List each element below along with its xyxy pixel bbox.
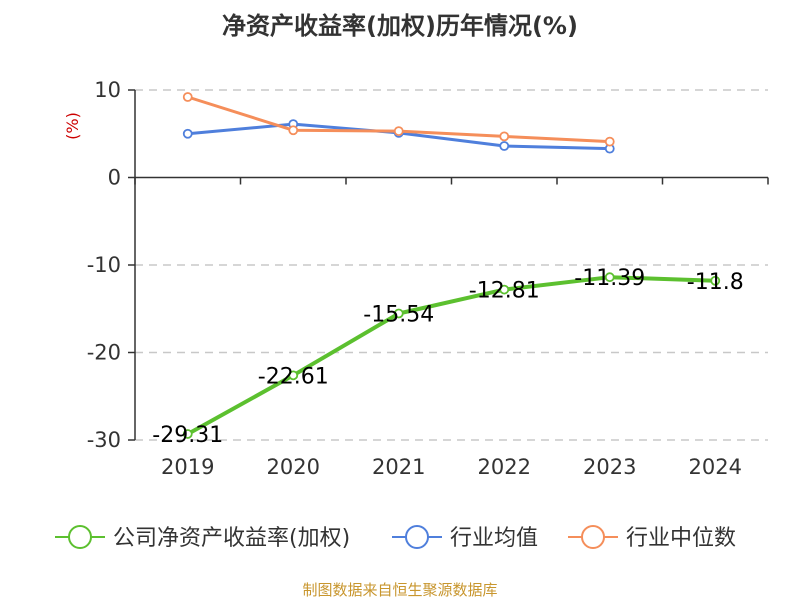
series-0-point-2022 xyxy=(499,284,510,295)
y-tick-label: -10 xyxy=(87,253,121,277)
data-label-2019: -29.31 xyxy=(152,423,223,448)
grid-lines xyxy=(135,89,768,441)
x-tick-label-2023: 2023 xyxy=(583,455,636,479)
x-tick-label-2019: 2019 xyxy=(161,455,214,479)
x-tick-label-2020: 2020 xyxy=(267,455,320,479)
series-0-point-2024 xyxy=(710,275,721,286)
data-label-2020: -22.61 xyxy=(258,364,329,389)
legend-swatch-marker-2 xyxy=(581,525,605,549)
series-2-point-2022 xyxy=(499,131,510,142)
data-label-2024: -11.8 xyxy=(687,270,744,295)
series-2-point-2023 xyxy=(604,136,615,147)
source-note: 制图数据来自恒生聚源数据库 xyxy=(302,581,497,599)
data-label-2021: -15.54 xyxy=(363,302,434,327)
data-labels: -29.31 -22.61 -15.54 -12.81 -11.39 -11.8 xyxy=(152,266,743,448)
x-tick-label-2021: 2021 xyxy=(372,455,425,479)
series-0-point-2023 xyxy=(604,272,615,283)
data-label-2022: -12.81 xyxy=(469,279,540,304)
legend-swatch-marker-0 xyxy=(68,525,92,549)
series-1-point-2019 xyxy=(182,128,193,139)
series-1-point-2022 xyxy=(499,141,510,151)
y-tick-label: -30 xyxy=(87,428,121,452)
x-tick-label-2022: 2022 xyxy=(478,455,531,479)
series-0-point-2021 xyxy=(393,308,404,319)
series-2-point-2020 xyxy=(288,125,299,136)
legend-swatch-marker-1 xyxy=(405,525,429,549)
chart-title: 净资产收益率(加权)历年情况(%) xyxy=(222,12,578,40)
series-2-point-2019 xyxy=(182,92,193,102)
x-tick-label-2024: 2024 xyxy=(689,455,742,479)
legend-label-0: 公司净资产收益率(加权) xyxy=(113,526,350,551)
series-line-0 xyxy=(185,275,718,436)
y-axis-unit-label: (%) xyxy=(63,112,82,140)
series-0-point-2019 xyxy=(182,429,193,439)
series-0-point-2020 xyxy=(288,370,299,381)
axes: 10 0 -10 -20 -30 2019 2020 2021 2022 2023 2024 xyxy=(87,78,769,479)
y-tick-label: 10 xyxy=(94,78,121,102)
series-2-point-2021 xyxy=(393,126,404,137)
y-tick-label: 0 xyxy=(108,166,121,190)
series-lines xyxy=(182,92,721,439)
legend: 公司净资产收益率(加权) 行业均值 行业中位数 xyxy=(55,525,736,551)
legend-label-1: 行业均值 xyxy=(450,526,538,551)
data-label-2023: -11.39 xyxy=(574,266,645,291)
y-tick-label: -20 xyxy=(87,341,121,365)
legend-label-2: 行业中位数 xyxy=(626,526,736,551)
